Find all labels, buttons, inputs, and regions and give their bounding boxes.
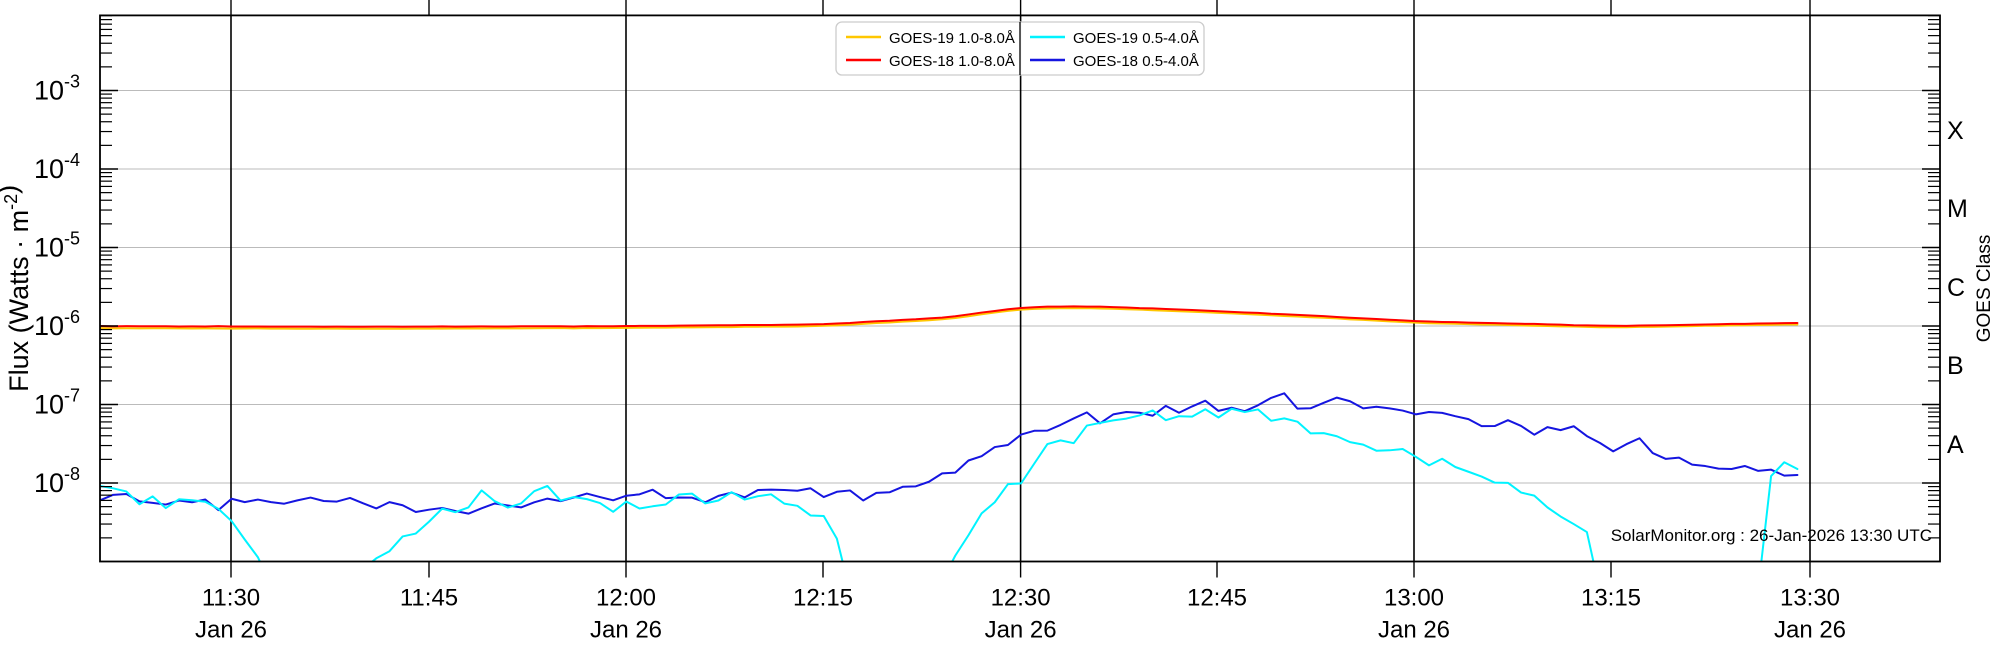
svg-text:Jan 26: Jan 26	[590, 617, 662, 644]
svg-text:13:30: 13:30	[1780, 585, 1840, 612]
svg-text:Jan 26: Jan 26	[195, 617, 267, 644]
svg-text:A: A	[1947, 431, 1964, 459]
svg-text:11:45: 11:45	[400, 585, 458, 612]
svg-text:GOES-19 0.5-4.0Å: GOES-19 0.5-4.0Å	[1073, 30, 1199, 47]
svg-text:GOES-18 0.5-4.0Å: GOES-18 0.5-4.0Å	[1073, 53, 1199, 70]
svg-text:12:45: 12:45	[1187, 585, 1247, 612]
svg-text:C: C	[1947, 274, 1965, 302]
svg-text:GOES Class: GOES Class	[1974, 235, 1995, 343]
svg-text:B: B	[1947, 352, 1964, 380]
svg-text:Jan 26: Jan 26	[1378, 617, 1450, 644]
svg-text:13:00: 13:00	[1384, 585, 1444, 612]
svg-text:Flux (Watts · m-2): Flux (Watts · m-2)	[0, 185, 34, 392]
svg-text:M: M	[1947, 195, 1968, 223]
svg-text:Jan 26: Jan 26	[1774, 617, 1846, 644]
svg-text:12:30: 12:30	[991, 585, 1051, 612]
svg-text:GOES-18 1.0-8.0Å: GOES-18 1.0-8.0Å	[889, 53, 1015, 70]
svg-text:12:00: 12:00	[596, 585, 656, 612]
svg-text:X: X	[1947, 117, 1964, 145]
svg-text:GOES-19 1.0-8.0Å: GOES-19 1.0-8.0Å	[889, 30, 1015, 47]
svg-text:SolarMonitor.org : 26-Jan-2026: SolarMonitor.org : 26-Jan-2026 13:30 UTC	[1611, 526, 1932, 545]
svg-text:12:15: 12:15	[793, 585, 853, 612]
svg-text:13:15: 13:15	[1581, 585, 1641, 612]
svg-text:Jan 26: Jan 26	[985, 617, 1057, 644]
svg-text:11:30: 11:30	[202, 585, 260, 612]
